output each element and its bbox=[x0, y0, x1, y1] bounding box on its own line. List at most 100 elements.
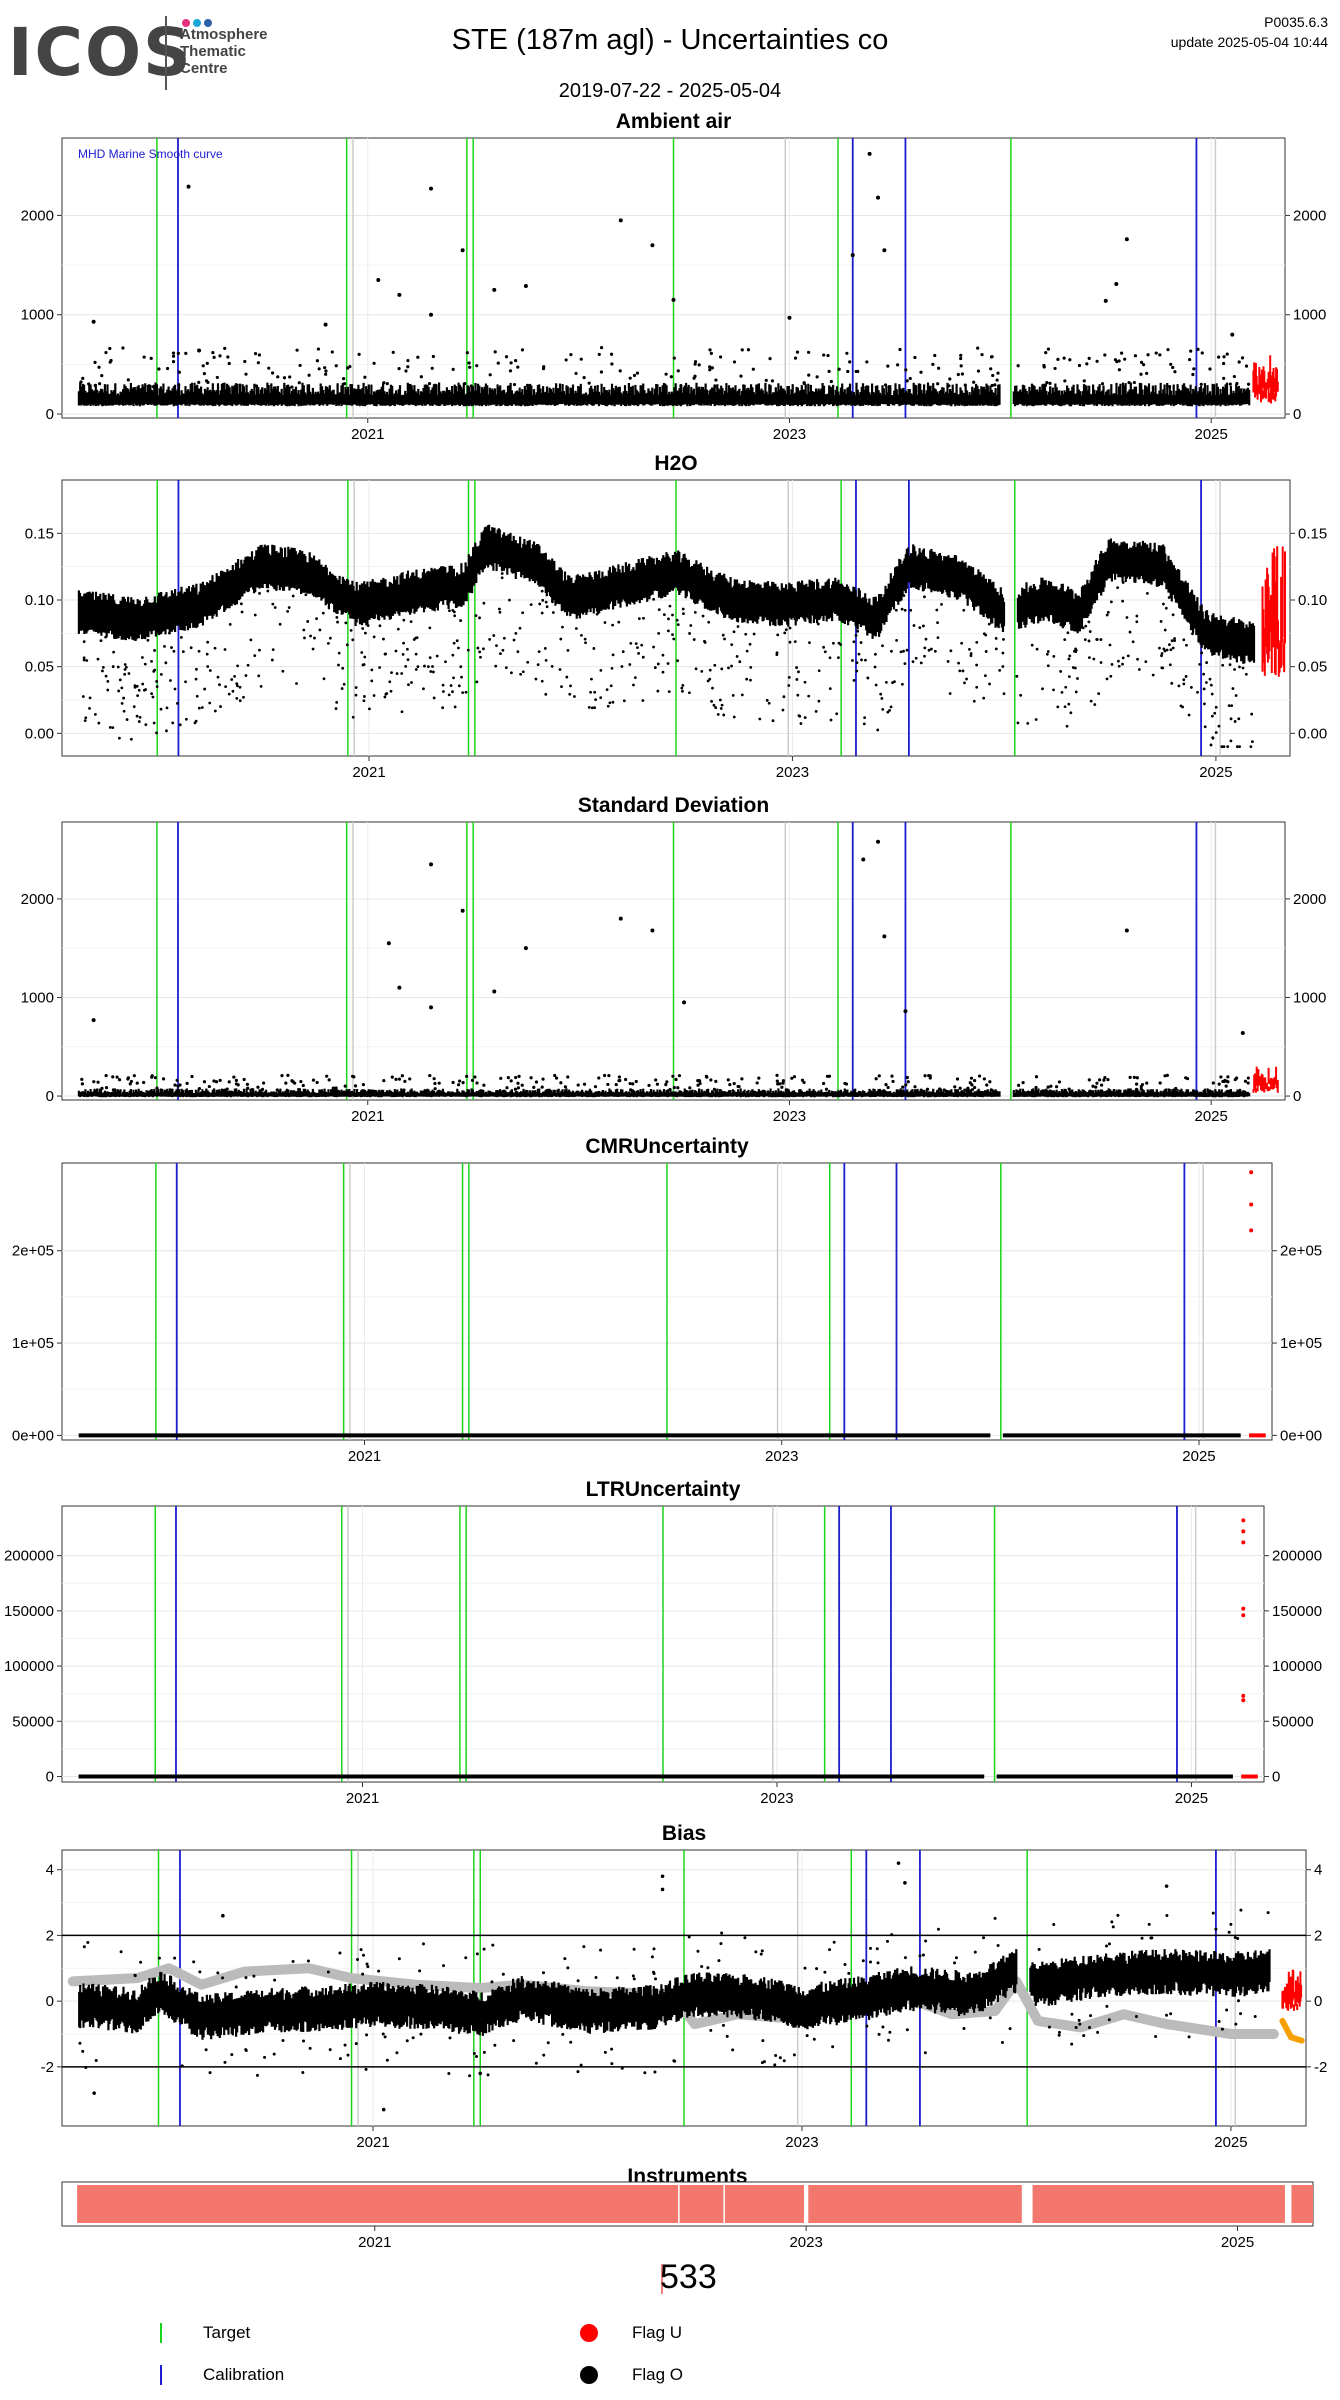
data-point bbox=[629, 1088, 633, 1092]
data-point bbox=[273, 606, 277, 609]
data-point bbox=[173, 1083, 177, 1087]
data-point bbox=[1103, 353, 1107, 357]
data-point bbox=[921, 624, 925, 628]
data-point bbox=[765, 698, 769, 702]
data-point bbox=[104, 635, 108, 639]
data-point bbox=[213, 709, 217, 713]
data-point bbox=[536, 663, 540, 666]
data-point bbox=[1089, 2014, 1093, 2018]
data-point bbox=[351, 715, 355, 719]
data-point bbox=[478, 616, 481, 620]
data-point bbox=[141, 682, 145, 686]
data-point bbox=[953, 1085, 957, 1089]
data-point bbox=[708, 348, 712, 352]
data-point bbox=[984, 674, 987, 678]
data-point bbox=[890, 1933, 894, 1937]
data-point bbox=[1068, 654, 1072, 658]
data-point bbox=[923, 646, 927, 650]
data-point bbox=[906, 1080, 910, 1084]
data-point bbox=[563, 1957, 567, 1961]
data-point bbox=[508, 369, 513, 373]
data-point bbox=[886, 364, 890, 368]
data-point-spike bbox=[850, 253, 855, 258]
y-tick-label-right: 1000 bbox=[1293, 307, 1326, 324]
data-point bbox=[1056, 705, 1060, 709]
data-point bbox=[1169, 362, 1173, 366]
data-point bbox=[550, 665, 554, 668]
data-point bbox=[1140, 1936, 1144, 1940]
data-point bbox=[603, 621, 607, 624]
data-point bbox=[412, 638, 416, 641]
data-point bbox=[957, 661, 960, 665]
data-point bbox=[1213, 711, 1217, 715]
data-point bbox=[995, 378, 999, 382]
data-point bbox=[959, 364, 963, 368]
y-tick-label: 50000 bbox=[12, 1713, 54, 1730]
data-point bbox=[714, 1079, 718, 1083]
data-point bbox=[831, 2045, 835, 2049]
data-point bbox=[153, 1076, 157, 1080]
data-point bbox=[1063, 705, 1067, 709]
data-point bbox=[290, 1079, 294, 1083]
data-point bbox=[1091, 1084, 1095, 1088]
data-point bbox=[900, 607, 904, 611]
data-point bbox=[361, 1953, 365, 1957]
data-point bbox=[948, 377, 952, 381]
data-point bbox=[171, 351, 176, 355]
data-point bbox=[722, 713, 726, 717]
data-point bbox=[1060, 690, 1064, 694]
data-point bbox=[499, 1076, 503, 1080]
data-point bbox=[1232, 374, 1236, 379]
data-point bbox=[135, 1081, 139, 1085]
data-point bbox=[827, 369, 831, 373]
logo-sub-line-3: Centre bbox=[180, 60, 228, 77]
data-point bbox=[1174, 1086, 1178, 1091]
data-point bbox=[749, 666, 753, 669]
data-point bbox=[111, 665, 115, 668]
data-point-spike bbox=[903, 1009, 908, 1014]
data-point bbox=[1099, 661, 1103, 664]
data-point bbox=[84, 2066, 88, 2070]
data-point-spike bbox=[896, 1861, 901, 1865]
data-point bbox=[205, 361, 209, 365]
data-point bbox=[1167, 596, 1171, 599]
data-point bbox=[908, 376, 912, 381]
data-point bbox=[837, 367, 841, 371]
data-point bbox=[731, 693, 735, 697]
data-point bbox=[184, 680, 187, 684]
data-point bbox=[510, 671, 513, 675]
legend-flagu-swatch bbox=[580, 2324, 598, 2342]
data-point bbox=[665, 1080, 669, 1084]
data-point bbox=[667, 690, 671, 694]
data-point bbox=[274, 588, 278, 591]
data-point bbox=[1116, 1913, 1120, 1917]
y-tick-label: 150000 bbox=[4, 1603, 54, 1620]
data-point bbox=[520, 348, 525, 352]
data-point bbox=[323, 366, 327, 370]
data-point bbox=[701, 614, 705, 618]
data-point bbox=[561, 2032, 565, 2036]
data-point bbox=[674, 1077, 678, 1082]
data-point bbox=[381, 2032, 385, 2036]
data-point bbox=[890, 1074, 894, 1078]
data-point bbox=[632, 1947, 636, 1951]
data-point bbox=[732, 360, 737, 364]
logo-subtitle: Atmosphere Thematic Centre bbox=[180, 26, 268, 77]
data-point bbox=[681, 689, 684, 693]
data-point bbox=[727, 666, 730, 670]
data-point bbox=[1044, 351, 1048, 355]
data-point bbox=[81, 2049, 85, 2053]
data-point bbox=[238, 685, 242, 689]
data-point bbox=[1021, 1081, 1025, 1085]
data-point bbox=[1132, 380, 1136, 385]
data-point bbox=[389, 689, 393, 693]
data-point bbox=[1063, 638, 1067, 642]
data-point-spike bbox=[882, 248, 887, 253]
data-point bbox=[121, 346, 125, 350]
data-point bbox=[798, 714, 802, 718]
data-point bbox=[495, 644, 498, 648]
data-point bbox=[1187, 713, 1191, 717]
data-point bbox=[880, 697, 884, 700]
data-point bbox=[637, 617, 641, 621]
data-point bbox=[889, 705, 893, 709]
